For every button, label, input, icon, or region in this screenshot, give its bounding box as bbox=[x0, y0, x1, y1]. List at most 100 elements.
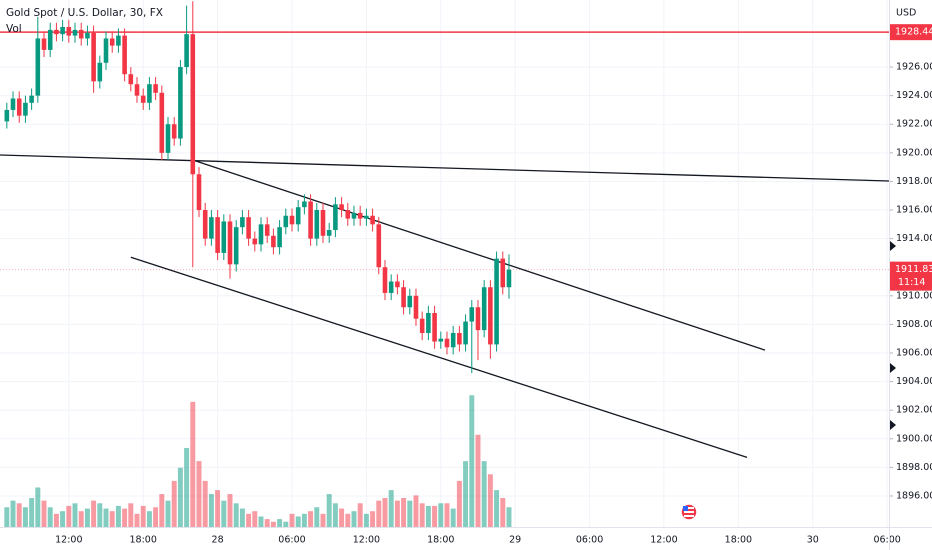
candle-body bbox=[326, 230, 332, 236]
volume-bar bbox=[264, 519, 270, 527]
candle-body bbox=[314, 210, 320, 239]
trend-line bbox=[192, 159, 766, 351]
y-tick-label: 1900.00 bbox=[896, 433, 932, 444]
candle-body bbox=[97, 62, 103, 82]
candle-body bbox=[140, 95, 146, 103]
volume-bar bbox=[233, 503, 239, 527]
y-tick-label: 1904.00 bbox=[896, 376, 932, 387]
volume-bar bbox=[401, 498, 407, 527]
volume-bar bbox=[345, 513, 351, 527]
volume-bar bbox=[184, 447, 190, 527]
candle-body bbox=[29, 95, 34, 103]
candle-body bbox=[153, 84, 158, 93]
candle-body bbox=[283, 215, 289, 228]
flag-icon[interactable] bbox=[680, 503, 698, 521]
candle-body bbox=[469, 307, 475, 322]
volume-bar bbox=[208, 494, 214, 527]
candle-body bbox=[264, 224, 270, 236]
volume-bar bbox=[314, 507, 320, 527]
volume-bar bbox=[128, 503, 134, 527]
volume-bar bbox=[419, 503, 425, 527]
candle-body bbox=[103, 38, 109, 63]
candle-body bbox=[47, 29, 53, 50]
y-tick-label: 1920.00 bbox=[896, 147, 932, 158]
y-tick-label: 1902.00 bbox=[896, 405, 932, 416]
volume-bar bbox=[109, 511, 115, 527]
volume-bar bbox=[4, 507, 10, 527]
candle-body bbox=[463, 321, 468, 345]
volume-bar bbox=[202, 480, 208, 527]
y-tick-label: 1918.00 bbox=[896, 176, 932, 187]
candle-body bbox=[202, 210, 208, 239]
volume-bar bbox=[10, 500, 16, 527]
candle-body bbox=[302, 201, 307, 208]
candle-body bbox=[209, 217, 214, 239]
candle-body bbox=[246, 217, 251, 239]
currency-label: USD bbox=[896, 8, 916, 19]
volume-bar bbox=[376, 500, 382, 527]
candle-body bbox=[450, 332, 456, 348]
countdown-label: 11:14 bbox=[898, 277, 925, 288]
x-tick-label: 18:00 bbox=[725, 535, 752, 546]
volume-bar bbox=[246, 513, 252, 527]
trend-line bbox=[0, 154, 890, 182]
y-tick-label: 1924.00 bbox=[896, 90, 932, 101]
x-tick-label: 06:00 bbox=[873, 535, 900, 546]
volume-bar bbox=[41, 500, 47, 527]
y-tick-label: 1926.00 bbox=[896, 62, 932, 73]
price-tag bbox=[890, 24, 932, 41]
candle-body bbox=[351, 212, 357, 219]
price-tag-label: 1928.44 bbox=[895, 27, 932, 38]
candle-body bbox=[35, 38, 41, 96]
volume-bar bbox=[66, 505, 72, 527]
volume-bar bbox=[351, 511, 357, 527]
candle-body bbox=[388, 281, 394, 293]
candle-body bbox=[240, 217, 245, 228]
candle-body bbox=[419, 318, 425, 333]
volume-bar bbox=[115, 505, 121, 527]
x-tick-label: 12:00 bbox=[650, 535, 677, 546]
volume-bar bbox=[252, 511, 258, 527]
volume-bar bbox=[215, 490, 221, 527]
volume-bar bbox=[227, 494, 233, 527]
candle-body bbox=[444, 338, 450, 348]
volume-bar bbox=[450, 508, 456, 527]
candle-body bbox=[252, 238, 258, 245]
candle-body bbox=[382, 267, 388, 293]
candle-body bbox=[109, 38, 115, 46]
volume-bar bbox=[500, 498, 506, 527]
candle-body bbox=[10, 98, 16, 110]
volume-bar bbox=[146, 511, 152, 527]
volume-bar bbox=[60, 511, 66, 527]
volume-bar bbox=[388, 490, 394, 527]
candle-body bbox=[438, 338, 444, 342]
candle-body bbox=[407, 295, 413, 308]
volume-bar bbox=[506, 507, 512, 527]
volume-bar bbox=[487, 474, 493, 527]
candle-body bbox=[165, 124, 171, 153]
volume-bar bbox=[463, 461, 469, 527]
candle-body bbox=[116, 35, 121, 46]
candle-body bbox=[215, 217, 220, 253]
volume-bar bbox=[22, 507, 28, 527]
candle-body bbox=[345, 210, 351, 219]
candle-body bbox=[196, 174, 202, 211]
last-price-label: 1911.83 bbox=[895, 264, 932, 275]
candle-body bbox=[233, 227, 239, 265]
candle-body bbox=[54, 29, 59, 35]
volume-bar bbox=[103, 508, 109, 527]
volume-bar bbox=[494, 490, 500, 527]
candle-body bbox=[488, 287, 493, 345]
candle-body bbox=[320, 210, 326, 236]
candle-body bbox=[258, 224, 264, 245]
candle-body bbox=[16, 98, 22, 116]
volume-bar bbox=[320, 513, 326, 527]
last-price-tag bbox=[890, 261, 932, 291]
volume-bar bbox=[35, 487, 41, 527]
x-tick-label: 28 bbox=[212, 535, 224, 546]
candle-body bbox=[78, 29, 84, 39]
candle-body bbox=[457, 332, 462, 345]
candle-body bbox=[475, 307, 481, 331]
axis-marker bbox=[890, 241, 896, 251]
